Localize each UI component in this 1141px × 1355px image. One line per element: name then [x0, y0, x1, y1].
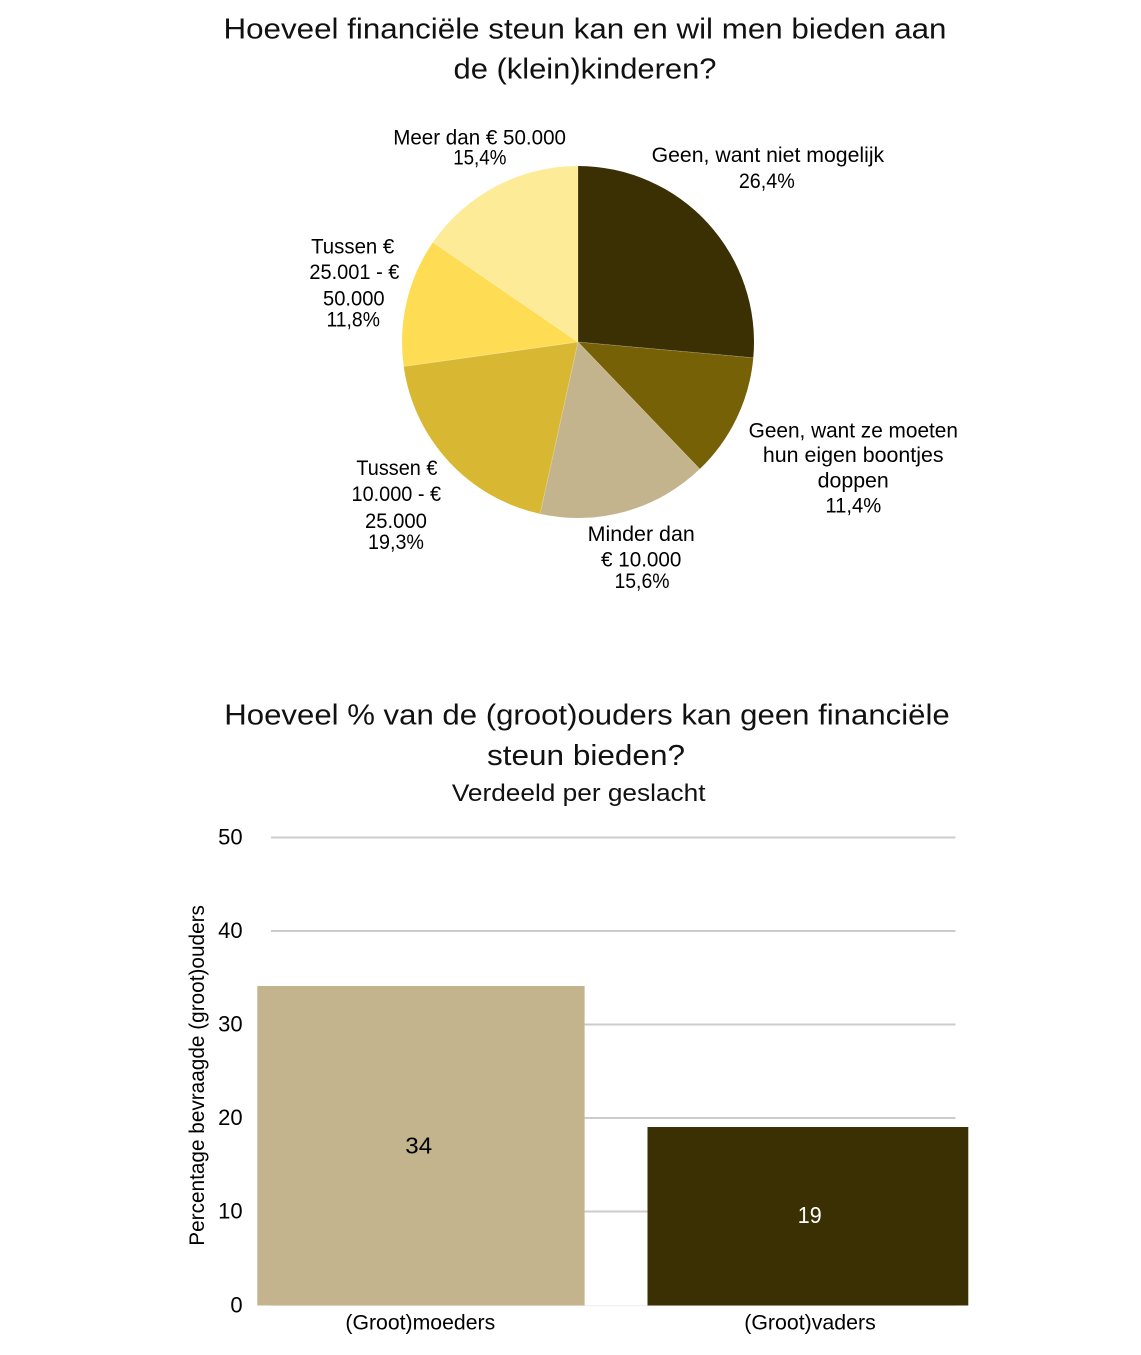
svg-text:19: 19 — [798, 1202, 822, 1228]
svg-text:Tussen €: Tussen € — [356, 457, 437, 480]
svg-text:0: 0 — [230, 1293, 242, 1318]
svg-text:Geen, want ze moeten: Geen, want ze moeten — [749, 419, 958, 442]
svg-text:doppen: doppen — [818, 469, 889, 492]
svg-text:(Groot)vaders: (Groot)vaders — [744, 1312, 876, 1335]
svg-text:€ 10.000: € 10.000 — [601, 548, 681, 571]
svg-text:steun bieden?: steun bieden? — [487, 740, 685, 772]
svg-text:Hoeveel % van de (groot)ouders: Hoeveel % van de (groot)ouders kan geen … — [224, 699, 949, 731]
svg-text:30: 30 — [218, 1012, 242, 1037]
svg-text:hun eigen boontjes: hun eigen boontjes — [763, 444, 944, 467]
svg-text:50: 50 — [218, 825, 242, 850]
svg-text:de (klein)kinderen?: de (klein)kinderen? — [454, 53, 717, 85]
svg-text:20: 20 — [218, 1105, 242, 1130]
svg-text:26,4%: 26,4% — [739, 170, 795, 193]
svg-text:15,4%: 15,4% — [453, 147, 506, 170]
svg-text:34: 34 — [405, 1132, 432, 1158]
svg-text:Percentage bevraagde (groot)ou: Percentage bevraagde (groot)ouders — [186, 905, 209, 1246]
svg-text:15,6%: 15,6% — [614, 570, 669, 593]
svg-text:40: 40 — [218, 918, 242, 943]
svg-text:25.001 - €: 25.001 - € — [309, 261, 399, 284]
svg-text:11,8%: 11,8% — [326, 308, 380, 331]
svg-text:19,3%: 19,3% — [368, 531, 424, 554]
svg-text:Meer dan € 50.000: Meer dan € 50.000 — [393, 126, 566, 149]
svg-text:Verdeeld per geslacht: Verdeeld per geslacht — [452, 780, 706, 807]
svg-text:25.000: 25.000 — [365, 510, 427, 533]
svg-text:Geen, want niet mogelijk: Geen, want niet mogelijk — [652, 144, 885, 167]
svg-text:10.000 - €: 10.000 - € — [352, 483, 442, 506]
svg-text:(Groot)moeders: (Groot)moeders — [345, 1312, 495, 1335]
svg-text:11,4%: 11,4% — [825, 495, 881, 518]
svg-text:10: 10 — [218, 1199, 242, 1224]
svg-text:Hoeveel financiële steun kan e: Hoeveel financiële steun kan en wil men … — [224, 13, 947, 45]
svg-text:50.000: 50.000 — [323, 287, 385, 310]
svg-text:Tussen €: Tussen € — [311, 235, 395, 258]
svg-text:Minder dan: Minder dan — [588, 523, 695, 546]
